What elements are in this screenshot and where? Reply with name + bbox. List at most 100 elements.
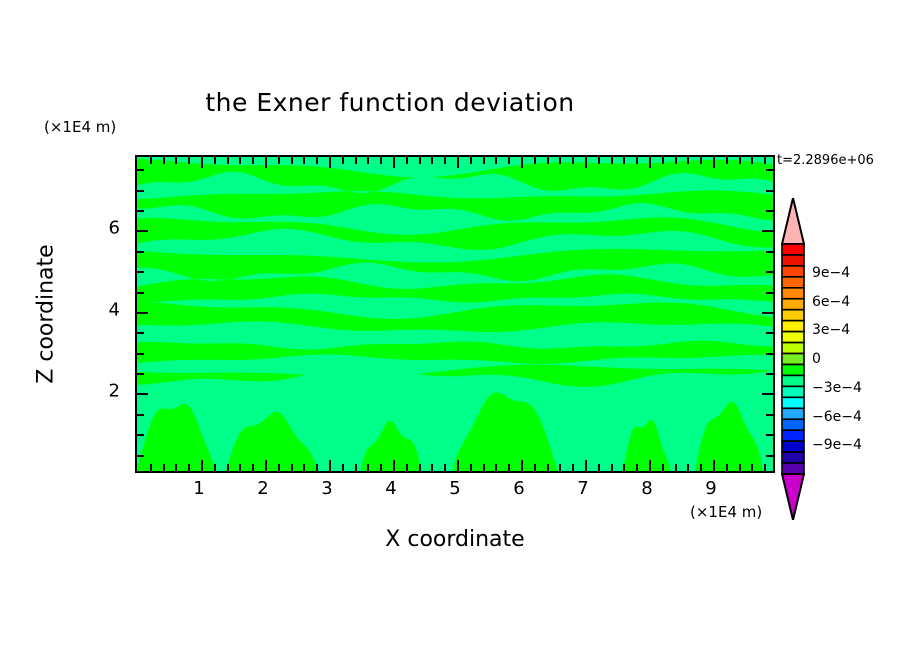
- axis-tick-major: [762, 311, 773, 314]
- axis-tick-minor: [674, 157, 677, 164]
- colorbar-tick-label: −3e−4: [812, 379, 862, 396]
- x-tick-label: 6: [513, 478, 525, 499]
- axis-tick-minor: [508, 464, 511, 471]
- contour-band: [137, 171, 773, 200]
- axis-tick-minor: [546, 157, 549, 164]
- axis-tick-minor: [725, 157, 728, 164]
- axis-tick-minor: [469, 464, 472, 471]
- axis-tick-minor: [367, 464, 370, 471]
- x-tick-label: 1: [193, 478, 205, 499]
- axis-tick-minor: [766, 413, 773, 416]
- axis-tick-minor: [162, 464, 165, 471]
- axis-tick-major: [521, 157, 523, 168]
- x-tick-label: 9: [705, 478, 717, 499]
- y-axis-title: Z coordinate: [33, 244, 59, 384]
- axis-tick-minor: [239, 464, 242, 471]
- axis-tick-major: [137, 311, 148, 314]
- colorbar-band: [781, 451, 805, 464]
- axis-tick-minor: [766, 352, 773, 355]
- axis-tick-minor: [137, 271, 144, 274]
- x-tick-label: 2: [257, 478, 269, 499]
- axis-tick-minor: [316, 157, 319, 164]
- axis-tick-minor: [661, 464, 664, 471]
- axis-tick-major: [265, 460, 267, 471]
- contour-band: [137, 262, 773, 289]
- axis-tick-minor: [495, 157, 498, 164]
- contour-lobe: [137, 403, 217, 471]
- axis-tick-minor: [137, 169, 144, 172]
- axis-tick-minor: [341, 464, 344, 471]
- axis-tick-minor: [674, 464, 677, 471]
- axis-tick-minor: [766, 189, 773, 192]
- axis-tick-minor: [290, 464, 293, 471]
- colorbar-band: [781, 265, 805, 278]
- axis-tick-minor: [508, 157, 511, 164]
- axis-tick-minor: [137, 434, 144, 437]
- contour-field: [137, 157, 773, 471]
- axis-tick-minor: [444, 464, 447, 471]
- axis-tick-major: [585, 460, 587, 471]
- colorbar-band: [781, 374, 805, 388]
- axis-tick-minor: [213, 464, 216, 471]
- axis-tick-minor: [188, 157, 191, 164]
- axis-tick-minor: [546, 464, 549, 471]
- contour-band: [137, 203, 773, 236]
- axis-tick-minor: [162, 157, 165, 164]
- axis-tick-minor: [252, 464, 255, 471]
- axis-tick-minor: [725, 464, 728, 471]
- colorbar-band: [781, 243, 805, 256]
- axis-tick-minor: [137, 189, 144, 192]
- axis-tick-minor: [137, 413, 144, 416]
- x-tick-label: 8: [641, 478, 653, 499]
- x-axis-unit-label: (×1E4 m): [690, 503, 763, 521]
- axis-tick-minor: [636, 464, 639, 471]
- axis-tick-minor: [137, 332, 144, 335]
- axis-tick-major: [762, 393, 773, 396]
- axis-tick-minor: [764, 157, 767, 164]
- axis-tick-minor: [495, 464, 498, 471]
- axis-tick-minor: [469, 157, 472, 164]
- axis-tick-minor: [290, 157, 293, 164]
- axis-tick-minor: [149, 157, 152, 164]
- contour-band: [137, 321, 773, 350]
- axis-tick-major: [393, 157, 395, 168]
- axis-tick-minor: [572, 464, 575, 471]
- colorbar-tick-label: 0: [812, 351, 821, 367]
- contour-lobe: [222, 411, 319, 471]
- timestamp-label: t=2.2896e+06: [777, 153, 874, 168]
- axis-tick-minor: [137, 250, 144, 253]
- contour-band: [137, 293, 773, 320]
- colorbar-band: [781, 462, 805, 475]
- axis-tick-minor: [766, 373, 773, 376]
- contour-band: [137, 228, 773, 263]
- axis-tick-major: [713, 157, 715, 168]
- axis-tick-minor: [277, 464, 280, 471]
- y-tick-label: 6: [108, 217, 120, 239]
- axis-tick-minor: [597, 464, 600, 471]
- axis-tick-minor: [610, 157, 613, 164]
- axis-tick-major: [329, 157, 331, 168]
- contour-band: [137, 354, 773, 377]
- axis-tick-minor: [175, 157, 178, 164]
- axis-tick-major: [201, 157, 203, 168]
- x-tick-label: 7: [577, 478, 589, 499]
- axis-tick-major: [649, 460, 651, 471]
- colorbar-band: [781, 429, 805, 442]
- axis-tick-minor: [316, 464, 319, 471]
- colorbar-band: [781, 319, 805, 333]
- contour-lobe: [451, 392, 560, 471]
- axis-tick-minor: [252, 157, 255, 164]
- colorbar-band: [781, 352, 805, 366]
- x-axis-title: X coordinate: [385, 527, 525, 552]
- axis-tick-minor: [766, 271, 773, 274]
- axis-tick-major: [457, 157, 459, 168]
- axis-tick-minor: [597, 157, 600, 164]
- page-title: the Exner function deviation: [205, 88, 575, 117]
- axis-tick-minor: [341, 157, 344, 164]
- axis-tick-minor: [687, 157, 690, 164]
- axis-tick-minor: [137, 352, 144, 355]
- colorbar-band: [781, 385, 805, 399]
- contour-lobe: [693, 401, 764, 471]
- axis-tick-minor: [766, 291, 773, 294]
- colorbar-under-cap: [781, 473, 805, 520]
